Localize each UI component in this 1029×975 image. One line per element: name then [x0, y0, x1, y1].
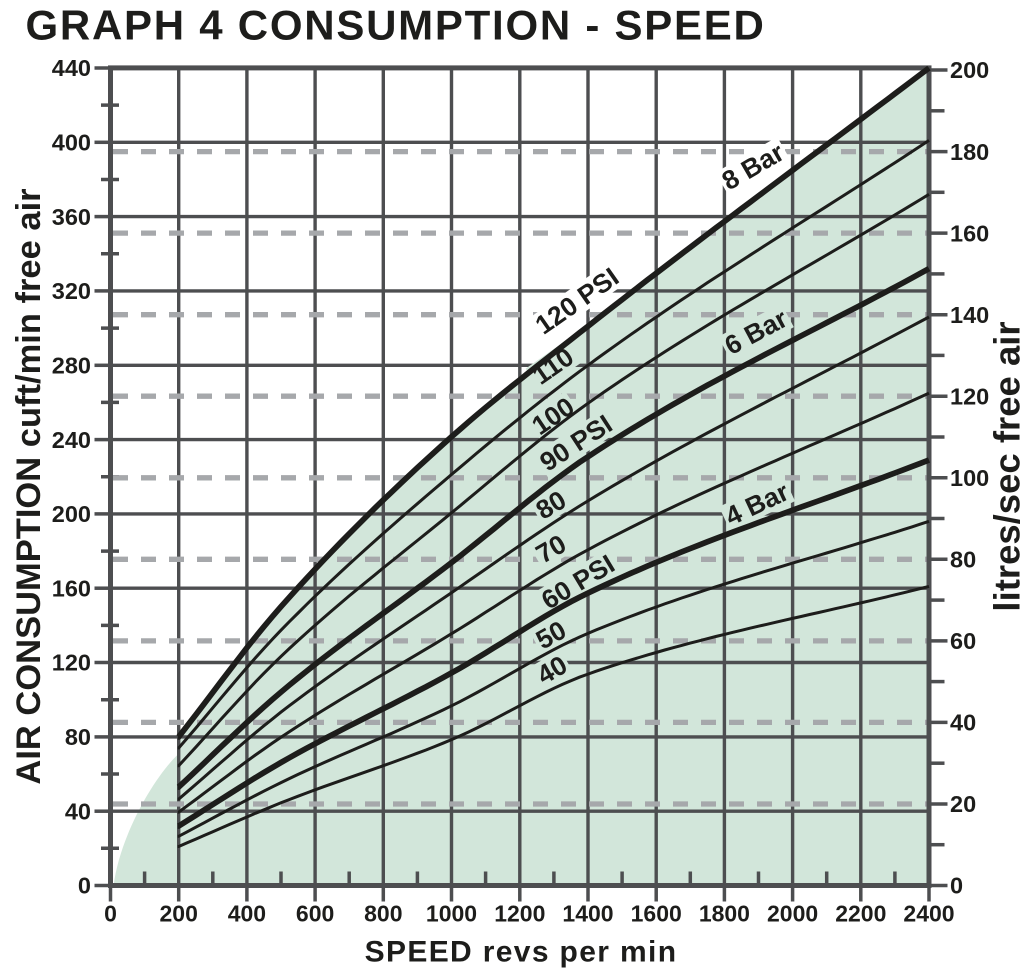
svg-text:140: 140 [950, 302, 989, 328]
svg-text:600: 600 [296, 901, 334, 927]
svg-text:160: 160 [52, 575, 91, 601]
svg-text:160: 160 [950, 220, 989, 246]
svg-text:440: 440 [52, 55, 91, 81]
svg-text:100: 100 [950, 465, 989, 491]
svg-text:240: 240 [52, 427, 91, 453]
svg-text:1000: 1000 [426, 901, 477, 927]
svg-text:AIR CONSUMPTION cuft/min free: AIR CONSUMPTION cuft/min free air [10, 188, 48, 784]
svg-text:2000: 2000 [767, 901, 818, 927]
svg-text:1200: 1200 [494, 901, 545, 927]
svg-text:1800: 1800 [699, 901, 750, 927]
svg-text:0: 0 [950, 873, 963, 899]
svg-text:40: 40 [950, 710, 976, 736]
svg-text:400: 400 [228, 901, 266, 927]
svg-text:80: 80 [950, 547, 976, 573]
svg-text:320: 320 [52, 278, 91, 304]
svg-text:200: 200 [160, 901, 198, 927]
svg-text:200: 200 [52, 501, 91, 527]
svg-text:GRAPH 4 CONSUMPTION - SPEED: GRAPH 4 CONSUMPTION - SPEED [26, 2, 766, 49]
svg-text:2200: 2200 [835, 901, 886, 927]
svg-text:20: 20 [950, 791, 976, 817]
svg-text:60: 60 [950, 628, 976, 654]
svg-text:120: 120 [950, 383, 989, 409]
svg-text:litres/sec free air: litres/sec free air [987, 321, 1028, 611]
svg-text:80: 80 [65, 724, 91, 750]
svg-text:180: 180 [950, 139, 989, 165]
svg-text:0: 0 [104, 901, 117, 927]
svg-text:0: 0 [78, 873, 91, 899]
svg-text:2400: 2400 [903, 901, 954, 927]
svg-text:200: 200 [950, 57, 989, 83]
svg-text:120: 120 [52, 650, 91, 676]
svg-text:SPEED revs per min: SPEED revs per min [365, 936, 678, 969]
svg-text:280: 280 [52, 353, 91, 379]
svg-text:360: 360 [52, 204, 91, 230]
svg-text:40: 40 [65, 798, 91, 824]
svg-text:400: 400 [52, 130, 91, 156]
svg-text:800: 800 [364, 901, 402, 927]
svg-text:1600: 1600 [631, 901, 682, 927]
svg-text:1400: 1400 [562, 901, 613, 927]
